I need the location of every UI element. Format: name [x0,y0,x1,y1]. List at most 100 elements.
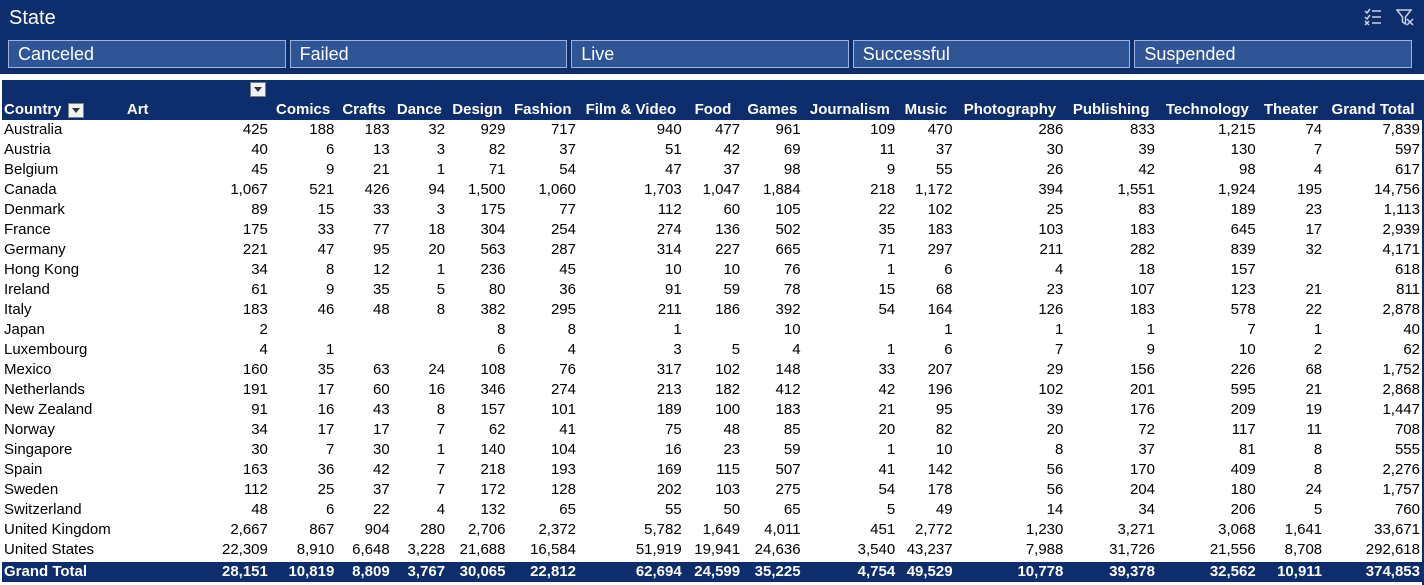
table-cell[interactable]: 11 [1306,421,1323,438]
grand-total-cell[interactable]: 8,809 [336,560,392,582]
table-cell[interactable]: 5 [1313,501,1323,518]
table-cell[interactable]: 82 [935,421,953,438]
table-cell[interactable]: 563 [480,241,506,258]
table-cell[interactable] [803,320,898,340]
grand-total-cell[interactable]: 3,767 [391,560,448,582]
table-cell[interactable]: 297 [927,241,953,258]
table-cell[interactable]: 42 [373,461,390,478]
grand-total-cell[interactable]: 49,529 [897,560,955,582]
table-cell[interactable]: 56 [1046,461,1064,478]
table-cell[interactable]: 19,941 [694,541,741,558]
table-cell[interactable]: 163 [242,461,268,478]
table-cell[interactable]: 59 [723,281,741,298]
table-cell[interactable]: 1,924 [1218,181,1256,198]
table-cell[interactable]: 451 [870,521,896,538]
table-cell[interactable]: 286 [1038,121,1064,138]
table-cell[interactable]: 274 [550,381,576,398]
table-cell[interactable]: 1,215 [1218,121,1256,138]
table-cell[interactable]: 5,782 [644,521,682,538]
table-cell[interactable]: 37 [1138,441,1155,458]
table-cell[interactable]: 2,706 [467,521,506,538]
grand-total-cell[interactable]: 35,225 [742,560,803,582]
table-cell[interactable]: 35 [373,281,390,298]
table-cell[interactable]: 3 [436,141,446,158]
table-cell[interactable]: 123 [1230,281,1256,298]
table-cell[interactable]: 48 [251,501,268,518]
table-cell[interactable]: 2,667 [230,521,268,538]
table-cell[interactable]: 412 [775,381,801,398]
table-cell[interactable]: 81 [1239,441,1256,458]
table-cell[interactable] [336,340,391,360]
table-cell[interactable]: 102 [715,361,741,378]
table-cell[interactable]: 4 [1055,261,1064,278]
table-cell[interactable]: 51 [665,141,682,158]
table-cell[interactable]: 8,910 [296,541,335,558]
table-cell[interactable]: 78 [783,281,801,298]
table-cell[interactable]: 21,688 [459,541,506,558]
table-cell[interactable]: 211 [1039,241,1064,258]
table-cell[interactable]: 43 [373,401,390,418]
table-cell[interactable]: 164 [927,301,953,318]
table-cell[interactable]: 8 [325,261,335,278]
table-cell[interactable] [1258,260,1324,280]
table-cell[interactable]: 136 [715,221,741,238]
table-cell[interactable]: 75 [665,421,682,438]
table-cell[interactable]: 74 [1305,121,1323,138]
table-cell[interactable]: 4 [436,501,446,518]
table-cell[interactable]: 292,618 [1365,541,1420,558]
table-cell[interactable]: 1 [436,261,446,278]
table-cell[interactable]: 23 [1305,201,1323,218]
table-cell[interactable]: 1,230 [1025,521,1064,538]
table-cell[interactable]: 346 [480,381,506,398]
table-cell[interactable]: 1,113 [1383,201,1420,218]
table-cell[interactable]: 102 [1038,381,1064,398]
row-country-label[interactable]: United Kingdom [4,521,111,538]
table-cell[interactable]: 140 [480,441,506,458]
table-cell[interactable]: 202 [656,481,682,498]
row-country-label[interactable]: Ireland [4,281,50,298]
table-cell[interactable]: 275 [775,481,801,498]
table-cell[interactable]: 1,752 [1382,361,1420,378]
table-cell[interactable]: 65 [783,501,801,518]
table-cell[interactable]: 5 [731,341,741,358]
table-cell[interactable]: 156 [1129,361,1155,378]
table-cell[interactable]: 183 [775,401,801,418]
slicer-item-successful[interactable]: Successful [852,40,1131,68]
table-cell[interactable]: 91 [665,281,682,298]
table-cell[interactable]: 5 [886,501,896,518]
table-cell[interactable] [336,320,391,340]
table-cell[interactable]: 22,309 [221,541,268,558]
table-cell[interactable]: 717 [550,121,576,138]
table-cell[interactable]: 2,939 [1382,221,1420,238]
table-cell[interactable]: 8 [1055,441,1064,458]
table-cell[interactable]: 6 [944,261,953,278]
table-cell[interactable]: 10 [783,321,801,338]
table-cell[interactable]: 7 [436,421,446,438]
table-cell[interactable]: 191 [242,381,268,398]
table-cell[interactable]: 20 [1046,421,1064,438]
table-cell[interactable]: 157 [480,401,506,418]
table-cell[interactable]: 62 [488,421,506,438]
table-cell[interactable]: 4,171 [1382,241,1420,258]
table-cell[interactable]: 94 [428,181,446,198]
row-country-label[interactable]: United States [4,541,95,558]
table-cell[interactable]: 172 [480,481,506,498]
table-cell[interactable]: 55 [665,501,682,518]
table-cell[interactable]: 117 [1231,421,1256,438]
table-cell[interactable]: 19 [1305,401,1323,418]
table-cell[interactable]: 21 [1305,381,1323,398]
table-cell[interactable]: 148 [775,361,801,378]
table-cell[interactable]: 30 [1046,141,1064,158]
table-cell[interactable]: 226 [1230,361,1256,378]
row-country-label[interactable]: Belgium [4,161,59,178]
table-cell[interactable]: 274 [656,221,682,238]
table-cell[interactable]: 42 [723,141,741,158]
table-cell[interactable]: 178 [927,481,953,498]
row-country-label[interactable]: France [4,221,51,238]
table-cell[interactable]: 41 [559,421,576,438]
table-cell[interactable]: 43,237 [906,541,953,558]
table-cell[interactable]: 16 [428,381,446,398]
table-cell[interactable]: 29 [1046,361,1064,378]
table-cell[interactable]: 103 [715,481,741,498]
table-cell[interactable]: 183 [927,221,953,238]
